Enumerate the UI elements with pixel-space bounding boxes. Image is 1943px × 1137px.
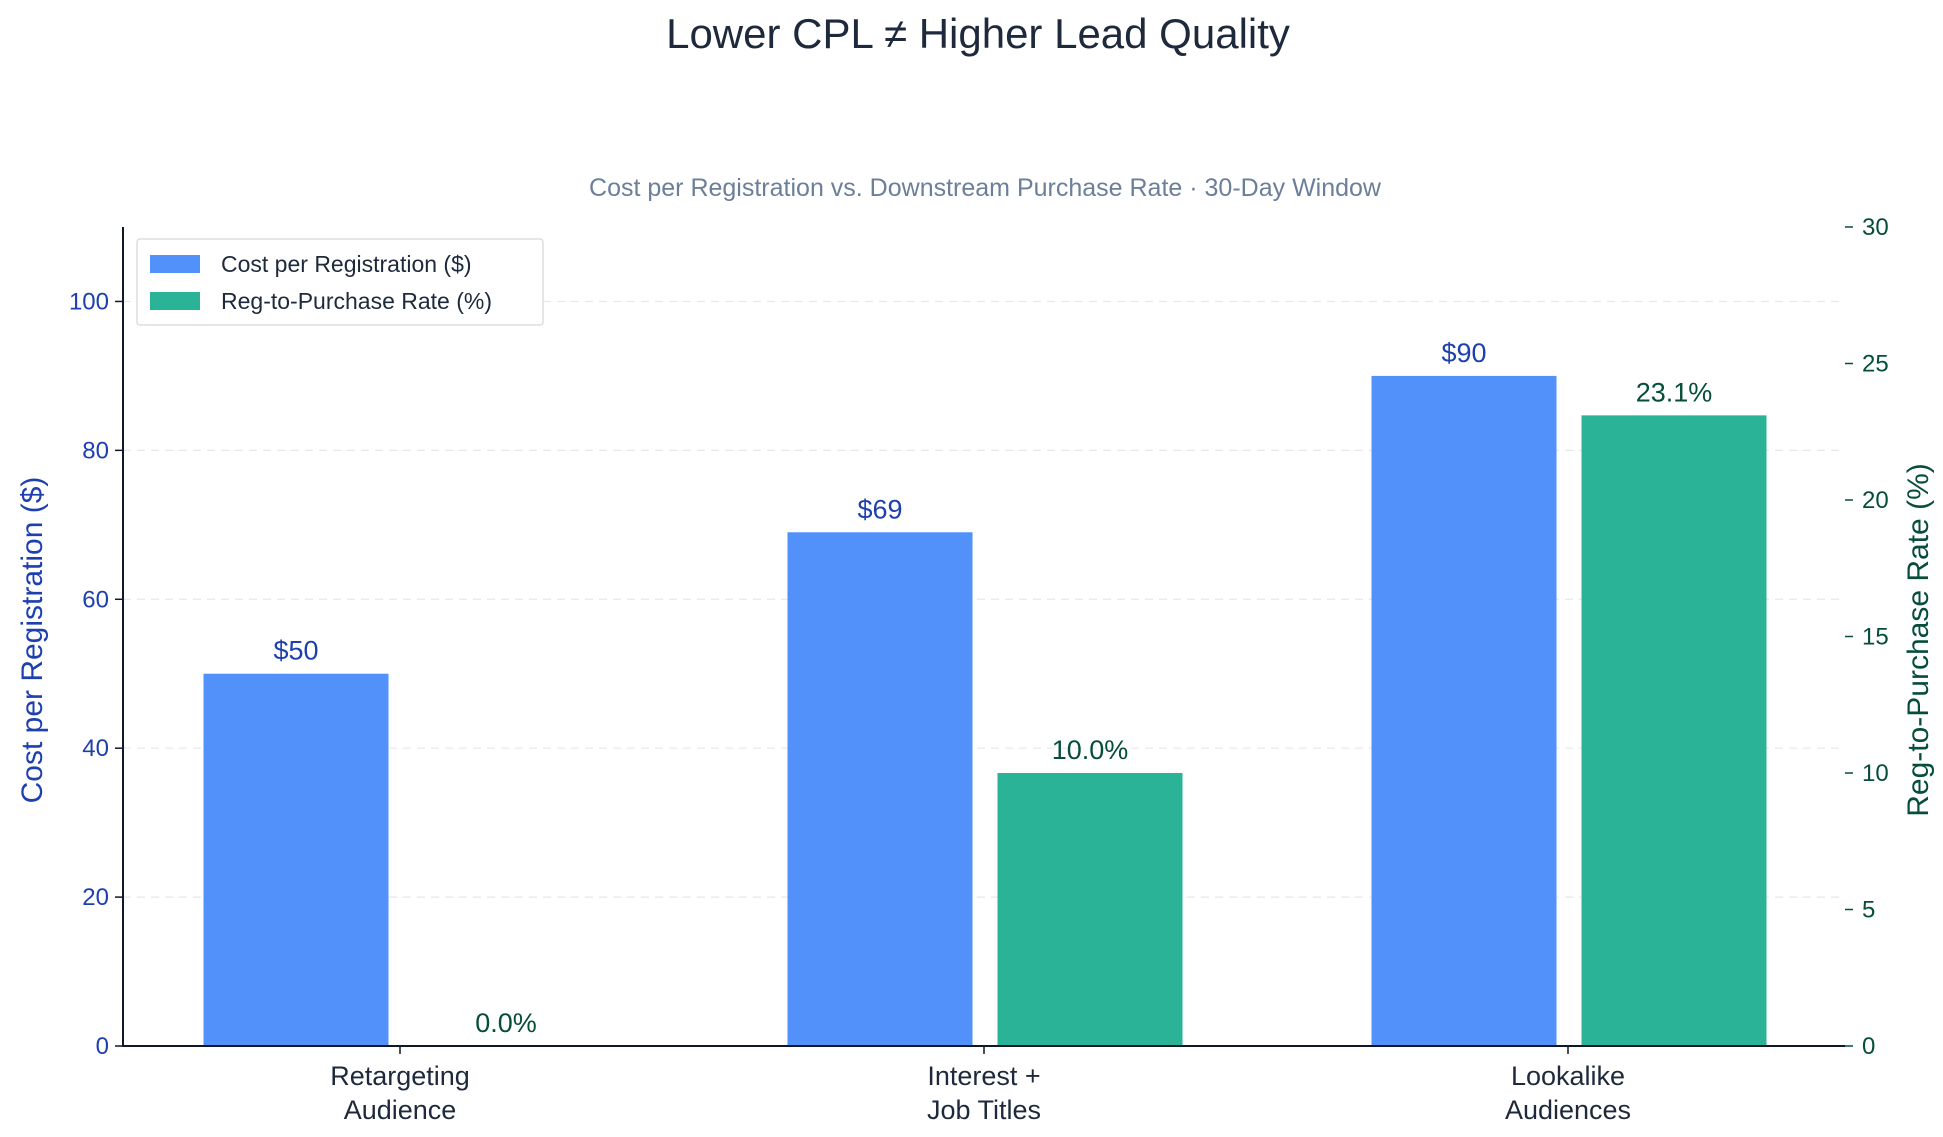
y-axis-label-right: Reg-to-Purchase Rate (%) [1902,463,1935,816]
bar-cost [787,532,973,1046]
x-tick-label: Interest + Job Titles [927,1061,1041,1125]
x-tick-label-line: Job Titles [927,1095,1041,1125]
bars: $50 $69 $90 0.0% 10.0% 23.1% [203,338,1767,1047]
y-tick-label-left: 20 [82,884,109,911]
y-tick-label-left: 40 [82,735,109,762]
x-tick-label-line: Audiences [1505,1095,1631,1125]
y-axis-label-left: Cost per Registration ($) [16,477,49,804]
x-tick-label-line: Audience [344,1095,457,1125]
bar-rate [997,773,1183,1046]
y-tick-label-right: 5 [1862,897,1875,924]
bar-rate [1581,415,1767,1046]
x-tick-label: Lookalike Audiences [1505,1061,1631,1125]
x-tick-label-line: Interest + [927,1061,1040,1091]
legend-swatch-rate [150,292,200,310]
y-tick-label-right: 25 [1862,351,1889,378]
x-tick-label-line: Lookalike [1511,1061,1625,1091]
data-label: 0.0% [475,1008,537,1038]
chart-title: Lower CPL ≠ Higher Lead Quality [666,10,1290,57]
axes: 0 20 40 60 80 100 0 5 10 15 20 25 30 Retargeting Audie… [69,214,1889,1125]
data-label: $69 [857,494,902,524]
y-tick-label-right: 30 [1862,214,1889,241]
y-tick-label-right: 0 [1862,1033,1875,1060]
y-tick-label-left: 0 [96,1033,109,1060]
y-tick-label-right: 20 [1862,487,1889,514]
y-tick-label-left: 80 [82,437,109,464]
y-tick-label-right: 15 [1862,624,1889,651]
bar-cost [203,673,389,1046]
chart-subtitle: Cost per Registration vs. Downstream Pur… [589,174,1382,202]
y-tick-label-left: 100 [69,288,109,315]
legend-label-rate: Reg-to-Purchase Rate (%) [221,288,492,314]
legend-box [136,238,544,326]
legend-swatch-cost [150,255,200,273]
x-tick-label-line: Retargeting [330,1061,470,1091]
y-tick-label-left: 60 [82,586,109,613]
data-label: 10.0% [1052,735,1129,765]
data-label: $90 [1441,338,1486,368]
y-tick-label-right: 10 [1862,760,1889,787]
data-label: 23.1% [1636,377,1713,407]
bar-cost [1371,375,1557,1047]
x-tick-label: Retargeting Audience [330,1061,470,1125]
data-label: $50 [273,636,318,666]
legend: Cost per Registration ($) Reg-to-Purchas… [136,238,544,326]
legend-label-cost: Cost per Registration ($) [221,251,472,277]
